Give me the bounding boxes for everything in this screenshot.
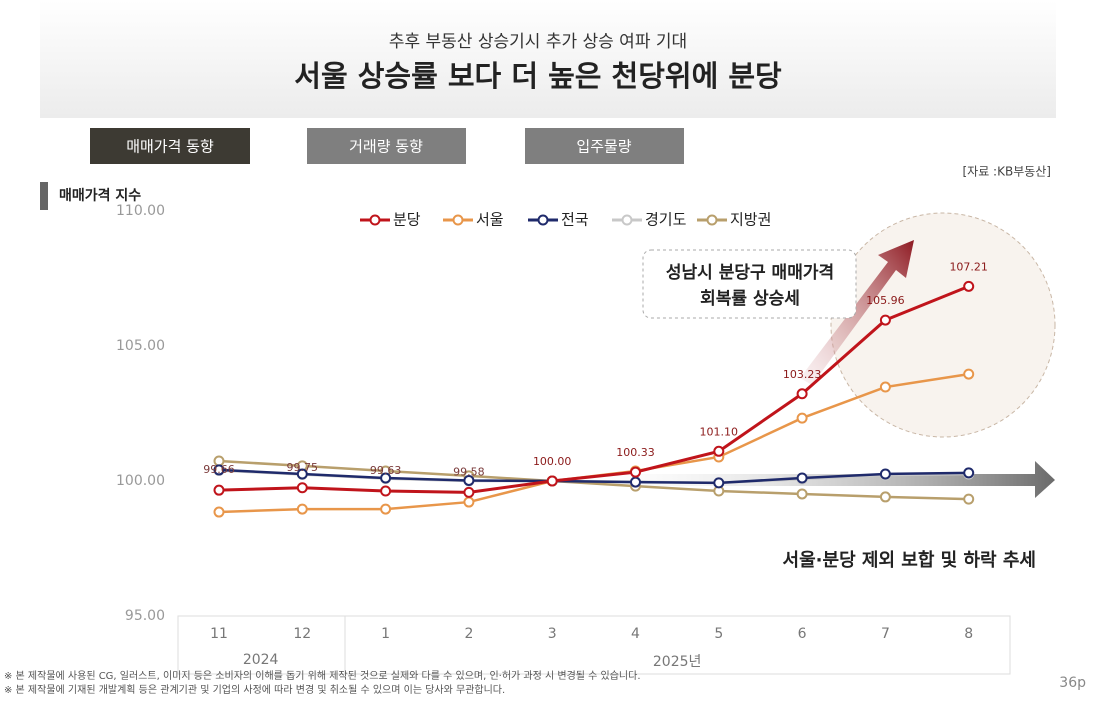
annotation: 서울·분당 제외 보합 및 하락 추세 (783, 549, 1036, 571)
legend-marker (452, 214, 464, 226)
data-point (963, 280, 975, 292)
x-tick-label: 1 (381, 626, 390, 642)
header-subtitle: 추후 부동산 상승기시 추가 상승 여파 기대 (389, 32, 687, 52)
legend-label: 전국 (561, 211, 589, 229)
tab[interactable] (90, 128, 250, 164)
legend-marker (621, 214, 633, 226)
y-tick-label: 100.00 (116, 473, 165, 489)
x-tick-label: 7 (881, 626, 890, 642)
data-point (963, 368, 975, 380)
highlight-circle (830, 212, 1056, 438)
data-point (213, 464, 225, 476)
x-group-label: 2024 (243, 652, 279, 668)
header-title: 서울 상승률 보다 더 높은 천당위에 분당 (294, 59, 782, 93)
data-label: 100.00 (533, 455, 572, 468)
footnote: ※ 본 제작물에 사용된 CG, 일러스트, 이미지 등은 소비자의 이해를 돕… (4, 669, 641, 682)
x-tick-label: 11 (210, 626, 228, 642)
x-tick-label: 6 (798, 626, 807, 642)
data-point (463, 496, 475, 508)
footnote: ※ 본 제작물에 기재된 개발계획 등은 관계기관 및 기업의 사정에 따라 변… (4, 683, 505, 696)
data-point (879, 381, 891, 393)
data-point (463, 486, 475, 498)
x-tick-label: 2 (464, 626, 473, 642)
callout-text: 회복률 상승세 (700, 289, 800, 309)
data-point (796, 412, 808, 424)
data-point (380, 485, 392, 497)
y-tick-label: 110.00 (116, 203, 165, 219)
data-label: 105.96 (866, 294, 905, 307)
legend-label: 지방권 (730, 211, 771, 229)
series-line (218, 459, 969, 501)
header-bg (40, 0, 1056, 118)
data-point (380, 472, 392, 484)
tab-label[interactable]: 입주물량 (576, 138, 631, 156)
data-point (796, 472, 808, 484)
series-line (218, 284, 970, 494)
tab[interactable] (307, 128, 466, 164)
series-line (218, 468, 969, 485)
x-group-label: 2025년 (653, 654, 702, 670)
legend-marker (369, 214, 381, 226)
legend-label: 경기도 (645, 211, 687, 229)
y-tick-label: 105.00 (116, 338, 165, 354)
x-tick-label: 3 (548, 626, 557, 642)
data-label: 101.10 (700, 425, 739, 438)
data-label: 99.75 (287, 461, 319, 474)
x-axis-box (177, 615, 1011, 675)
data-point (963, 493, 975, 505)
data-label: 99.63 (370, 464, 402, 477)
data-label: 107.21 (949, 260, 988, 273)
data-point (963, 467, 975, 479)
data-point (879, 314, 891, 326)
data-point (879, 491, 891, 503)
label-marker (40, 182, 48, 210)
tab-label[interactable]: 거래량 동향 (349, 138, 423, 156)
x-tick-label: 8 (964, 626, 973, 642)
data-point (380, 503, 392, 515)
data-point (213, 484, 225, 496)
data-point (546, 475, 558, 487)
x-tick-label: 4 (631, 626, 640, 642)
callout-box (642, 249, 857, 319)
data-point (796, 388, 808, 400)
data-label: 103.23 (783, 368, 822, 381)
data-label: 99.66 (203, 463, 235, 476)
data-point (463, 474, 475, 486)
data-point (296, 482, 308, 494)
data-point (796, 488, 808, 500)
data-point (630, 476, 641, 488)
data-point (879, 468, 891, 480)
x-tick-label: 5 (714, 626, 723, 642)
legend-label: 서울 (476, 211, 504, 229)
data-point (296, 468, 308, 480)
legend-label: 분당 (393, 211, 421, 229)
data-label: 99.58 (453, 465, 485, 478)
data-point (213, 506, 225, 518)
x-tick-label: 12 (293, 626, 311, 642)
data-point (713, 477, 725, 489)
source: [자료 :KB부동산] (962, 165, 1051, 179)
tab-label[interactable]: 매매가격 동향 (126, 138, 214, 156)
legend-marker (537, 214, 549, 226)
trend-arrow (800, 240, 914, 385)
data-point (713, 445, 725, 457)
page-number: 36p (1059, 675, 1086, 691)
legend-marker (706, 214, 718, 226)
callout-text: 성남시 분당구 매매가격 (666, 263, 834, 283)
y-axis-title: 매매가격 지수 (59, 187, 141, 204)
data-point (296, 503, 308, 515)
data-point (630, 466, 641, 478)
tab[interactable] (525, 128, 684, 164)
data-label: 100.33 (616, 446, 655, 459)
y-tick-label: 95.00 (125, 608, 165, 624)
